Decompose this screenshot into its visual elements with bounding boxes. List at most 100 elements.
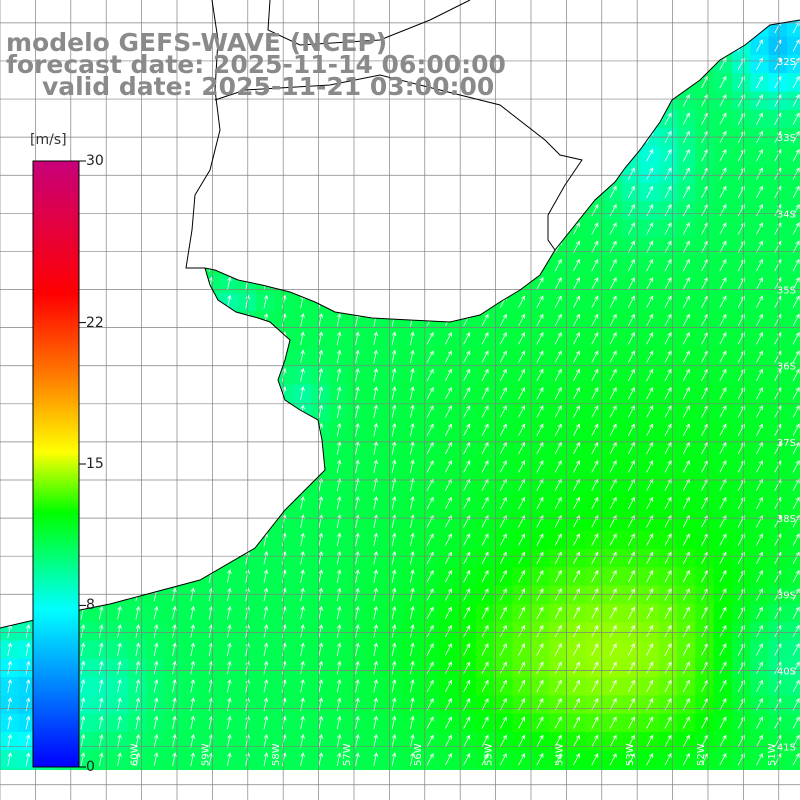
wind-speed-cell [640, 732, 660, 751]
wind-arrow [355, 386, 360, 400]
wind-speed-cell [622, 274, 642, 294]
wind-arrow [336, 679, 342, 693]
wind-arrow [591, 515, 599, 528]
wind-speed-cell [494, 384, 513, 404]
wind-arrow [701, 75, 708, 89]
wind-speed-cell [750, 347, 770, 367]
wind-speed-cell [658, 402, 678, 422]
wind-arrow [499, 716, 507, 729]
wind-arrow [426, 569, 434, 583]
wind-speed-cell [549, 366, 568, 385]
wind-speed-cell [439, 457, 459, 477]
wind-speed-cell [732, 768, 751, 770]
wind-arrow [554, 386, 562, 400]
wind-arrow [701, 551, 708, 565]
wind-speed-cell [658, 128, 678, 147]
wind-speed-cell [439, 420, 459, 440]
wind-arrow [80, 624, 86, 638]
wind-arrow [336, 733, 342, 748]
wind-arrow [554, 661, 562, 674]
wind-speed-cell [91, 768, 111, 770]
wind-speed-cell [786, 603, 800, 623]
wind-speed-cell [512, 494, 532, 513]
wind-arrow [373, 752, 378, 766]
wind-arrow [719, 679, 727, 693]
wind-arrow [355, 459, 360, 474]
wind-arrow [701, 643, 708, 656]
wind-arrow [172, 587, 177, 602]
wind-arrow [444, 679, 452, 693]
wind-arrow [80, 642, 86, 657]
wind-arrow [627, 350, 635, 363]
wind-speed-cell [695, 677, 715, 696]
wind-arrow [426, 624, 434, 638]
wind-arrow [627, 295, 635, 308]
wind-speed-cell [768, 512, 788, 532]
wind-arrow [554, 478, 562, 491]
wind-arrow [481, 515, 489, 528]
wind-speed-cell [530, 677, 550, 696]
wind-speed-cell [567, 549, 587, 568]
wind-speed-cell [695, 549, 715, 568]
wind-arrow [499, 533, 507, 546]
wind-arrow [756, 222, 763, 235]
wind-arrow [263, 752, 269, 766]
wind-speed-cell [732, 164, 751, 184]
wind-speed-cell [567, 237, 587, 257]
wind-speed-cell [457, 366, 477, 385]
wind-arrow [463, 423, 471, 436]
wind-arrow [518, 551, 525, 565]
wind-speed-cell [420, 549, 440, 568]
wind-arrow [172, 624, 177, 638]
wind-speed-cell [420, 420, 440, 440]
wind-arrow [172, 642, 177, 657]
wind-arrow [518, 332, 525, 345]
wind-arrow [792, 588, 800, 601]
wind-arrow [518, 368, 525, 382]
wind-speed-cell [402, 768, 422, 770]
wind-speed-cell [713, 183, 733, 202]
wind-speed-cell [420, 768, 440, 770]
wind-speed-cell [549, 439, 568, 459]
wind-arrow [646, 533, 654, 546]
wind-speed-cell [677, 183, 696, 202]
wind-arrow [300, 532, 305, 547]
wind-arrow [499, 661, 507, 674]
wind-arrow [80, 733, 86, 748]
wind-arrow [591, 350, 599, 363]
wind-speed-cell [603, 695, 623, 715]
wind-speed-cell [750, 622, 770, 642]
wind-arrow [664, 149, 672, 162]
wind-speed-cell [622, 329, 642, 349]
wind-speed-cell [549, 750, 568, 770]
wind-speed-cell [439, 658, 459, 678]
wind-speed-cell [420, 622, 440, 642]
wind-speed-cell [732, 183, 751, 202]
latitude-label: 41S [777, 743, 796, 754]
wind-arrow [536, 716, 544, 729]
wind-arrow [536, 332, 544, 345]
wind-speed-cell [695, 384, 715, 404]
wind-speed-cell [603, 567, 623, 587]
wind-speed-cell [622, 366, 642, 385]
wind-speed-cell [530, 329, 550, 349]
wind-speed-cell [786, 183, 800, 202]
wind-arrow [300, 496, 305, 510]
wind-arrow [756, 277, 763, 290]
wind-arrow [481, 496, 489, 510]
wind-arrow [554, 588, 562, 601]
wind-speed-cell [750, 530, 770, 550]
wind-speed-cell [457, 494, 477, 513]
wind-speed-cell [439, 402, 459, 422]
wind-arrow [499, 569, 507, 583]
wind-speed-cell [475, 366, 495, 385]
wind-arrow [664, 624, 672, 638]
wind-speed-cell [786, 164, 800, 184]
wind-speed-cell [603, 768, 623, 770]
wind-arrow [792, 258, 800, 272]
wind-speed-cell [622, 677, 642, 696]
wind-speed-cell [732, 750, 751, 770]
wind-speed-cell [658, 457, 678, 477]
wind-arrow [481, 624, 489, 638]
wind-arrow [664, 441, 672, 455]
